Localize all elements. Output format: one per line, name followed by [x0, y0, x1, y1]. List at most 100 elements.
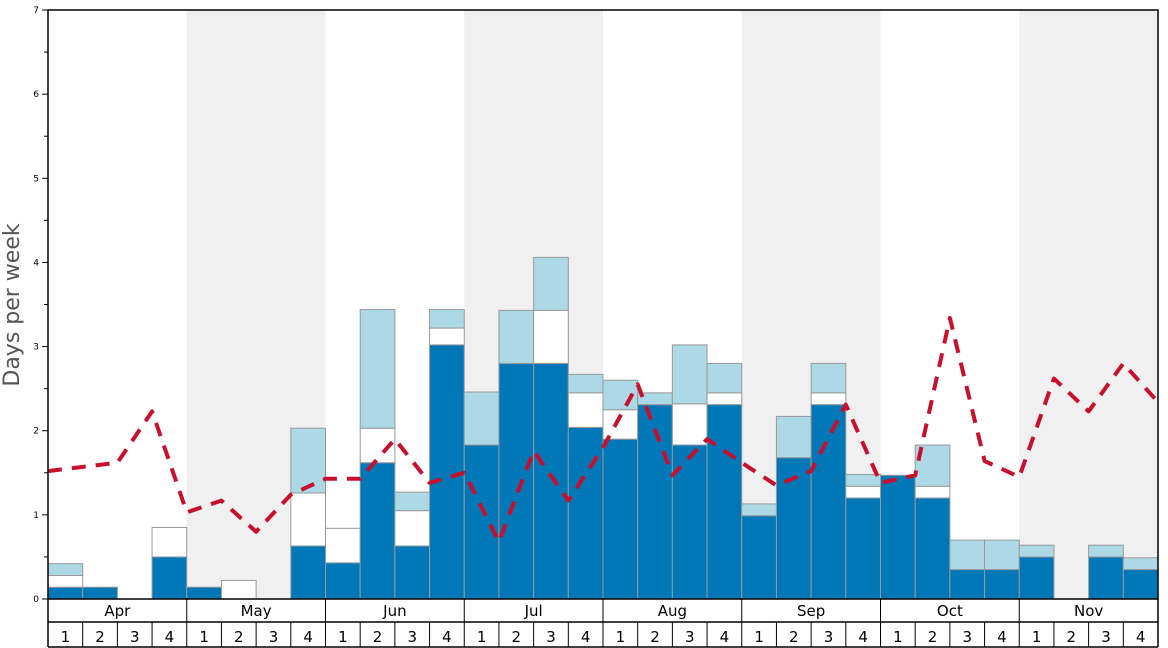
- bar-segment: [567, 373, 604, 394]
- week-label: 3: [685, 628, 695, 646]
- y-tick-label: 4: [33, 258, 39, 268]
- trend-line-layer: [47, 316, 1160, 544]
- week-label: 1: [338, 628, 348, 646]
- bar-segment: [602, 438, 639, 600]
- bar-segment: [984, 569, 1020, 600]
- bar-segment: [671, 403, 708, 446]
- bar-segment: [151, 526, 188, 558]
- bar-segment: [706, 392, 743, 406]
- bar-segment: [845, 497, 881, 600]
- bar-segment: [602, 409, 639, 440]
- week-label: 3: [407, 628, 417, 646]
- week-label: 4: [1136, 628, 1146, 646]
- bar-segment: [325, 562, 361, 600]
- week-label: 3: [546, 628, 556, 646]
- bar-segment: [47, 574, 84, 588]
- bar-segment: [845, 485, 881, 499]
- week-label: 4: [165, 628, 175, 646]
- y-tick-label: 6: [33, 90, 39, 100]
- week-label: 1: [199, 628, 209, 646]
- trend-line: [47, 316, 1160, 544]
- bar-segment: [359, 309, 396, 429]
- bar-segment: [290, 545, 326, 600]
- week-label: 4: [858, 628, 868, 646]
- bar-segment: [429, 327, 465, 346]
- bar-segment: [498, 309, 535, 364]
- bar-segment: [290, 492, 326, 547]
- week-label: 3: [824, 628, 834, 646]
- month-label: Oct: [937, 602, 963, 620]
- bar-segment: [151, 556, 188, 600]
- bar-segment: [290, 427, 326, 494]
- bar-segment: [533, 256, 569, 311]
- bar-segment: [47, 586, 84, 600]
- bar-segment: [810, 392, 847, 406]
- bar-segment: [706, 362, 743, 394]
- week-label: 3: [962, 628, 972, 646]
- month-label: Jun: [382, 602, 406, 620]
- y-tick-label: 0: [33, 595, 39, 605]
- week-label: 3: [269, 628, 279, 646]
- week-label: 1: [61, 628, 71, 646]
- bar-segment: [741, 515, 777, 600]
- week-label: 2: [789, 628, 799, 646]
- bar-segment: [1122, 569, 1159, 600]
- bar-segment: [914, 497, 951, 600]
- week-label: 4: [303, 628, 313, 646]
- week-label: 4: [720, 628, 730, 646]
- week-label: 4: [997, 628, 1007, 646]
- bar-segment: [671, 344, 708, 405]
- month-label: Sep: [797, 602, 825, 620]
- bar-segment: [567, 392, 604, 428]
- week-label: 1: [616, 628, 626, 646]
- week-label: 2: [1067, 628, 1077, 646]
- bar-segment: [394, 491, 431, 512]
- bar-segment: [1122, 557, 1159, 571]
- bar-segment: [949, 539, 986, 571]
- bar-segment: [810, 362, 847, 394]
- week-label: 1: [477, 628, 487, 646]
- bar-segment: [775, 457, 812, 600]
- y-axis: 0 1 2 3 4 5 6 7: [33, 6, 48, 605]
- bar-segment: [741, 503, 777, 517]
- bar-segment: [810, 404, 847, 600]
- month-label: May: [241, 602, 272, 620]
- bar-segment: [429, 309, 465, 329]
- bar-segment: [359, 462, 396, 600]
- y-tick-label: 7: [33, 6, 39, 16]
- week-label: 2: [650, 628, 660, 646]
- month-label: Jul: [524, 602, 543, 620]
- bar-segment: [498, 362, 535, 600]
- bar-segment: [567, 426, 604, 600]
- bar-segment: [463, 444, 500, 600]
- bar-segment: [394, 510, 431, 547]
- bar-segment: [533, 362, 569, 600]
- bar-segment: [220, 579, 257, 600]
- bar-segment: [914, 485, 951, 499]
- bar-segment: [880, 474, 916, 600]
- bar-segment: [533, 309, 569, 364]
- week-label: 2: [373, 628, 383, 646]
- bar-segment: [429, 344, 465, 600]
- bar-segment: [47, 563, 84, 576]
- y-tick-label: 1: [33, 511, 39, 521]
- y-tick-label: 5: [33, 174, 39, 184]
- bar-segment: [1018, 544, 1055, 558]
- week-label: 1: [754, 628, 764, 646]
- month-label: Aug: [658, 602, 687, 620]
- month-band: [1019, 10, 1158, 599]
- week-label: 2: [512, 628, 522, 646]
- bar-segment: [984, 539, 1020, 571]
- week-label: 4: [581, 628, 591, 646]
- bar-segment: [82, 586, 118, 600]
- week-label: 4: [442, 628, 452, 646]
- week-label: 2: [234, 628, 244, 646]
- week-label: 2: [928, 628, 938, 646]
- y-tick-label: 3: [33, 343, 39, 353]
- x-axis: Apr May Jun Jul Aug Sep Oct Nov 1 2 3 4 1 2 3 4 1 2 3 4 1 2 3 4…: [47, 599, 1159, 648]
- week-label: 1: [1032, 628, 1042, 646]
- bar-segment: [706, 404, 743, 600]
- bar-segment: [186, 586, 222, 600]
- bar-segment: [1088, 556, 1124, 600]
- y-tick-label: 2: [33, 427, 39, 437]
